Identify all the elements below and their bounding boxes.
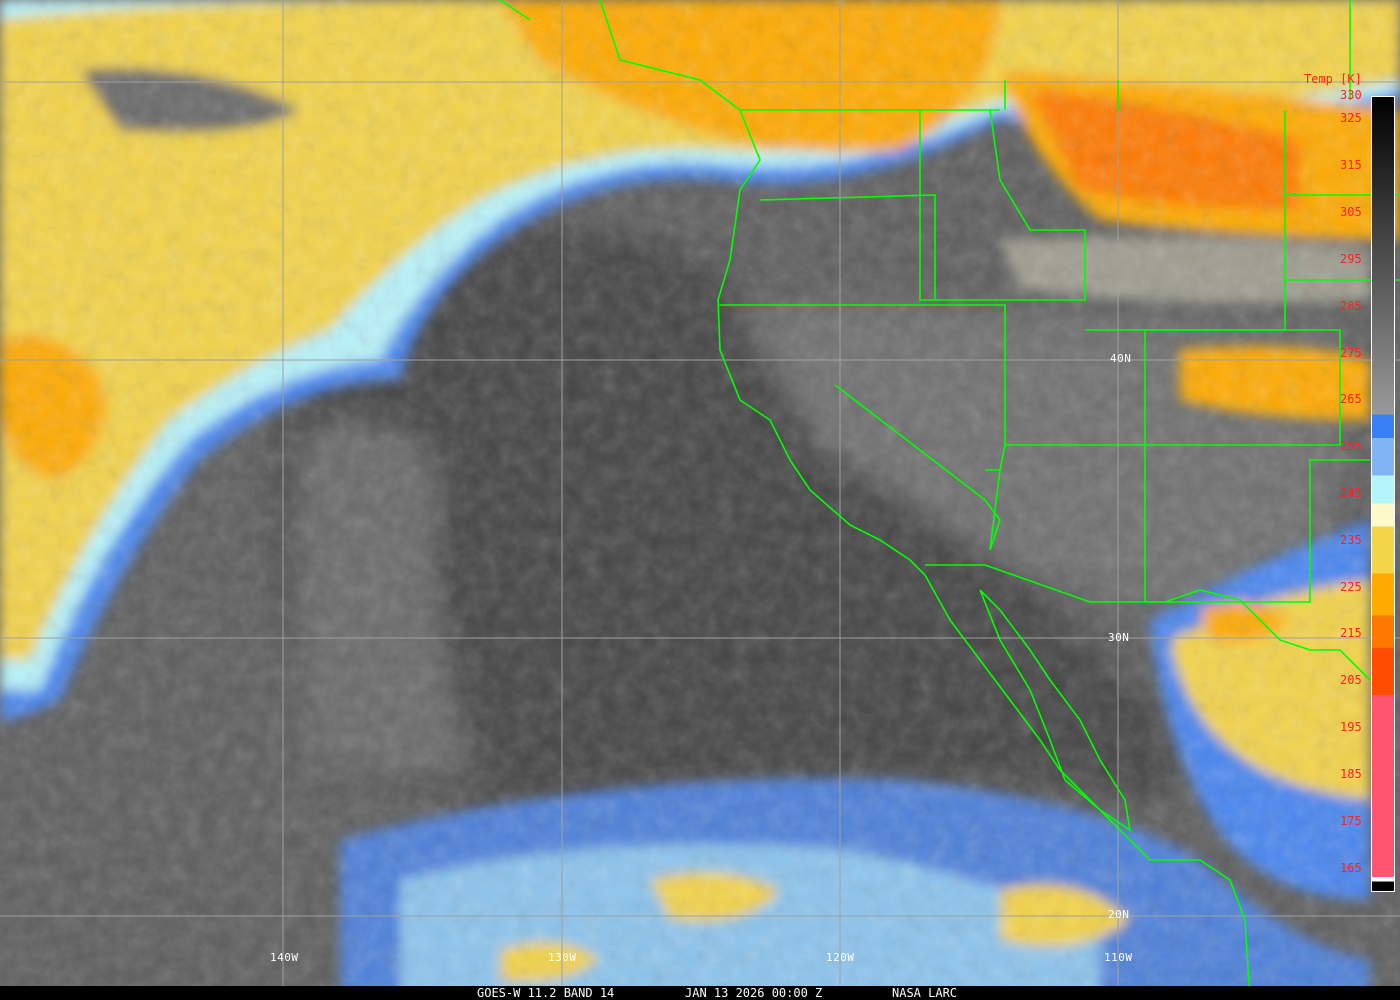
colorbar-tick-label: 245 [1340,486,1362,500]
colorbar-tick-label: 255 [1340,439,1362,454]
colorbar-tick-label: 285 [1340,298,1362,313]
colorbar-tick-label: 235 [1340,532,1362,547]
colorbar-tick-label: 215 [1340,626,1362,641]
lon-label: 120W [826,951,855,964]
lat-label: 30N [1108,631,1130,644]
caption-datetime: JAN 13 2026 00:00 Z [685,986,823,1000]
colorbar-tick-label: 175 [1340,813,1362,828]
colorbar-tick-label: 195 [1340,720,1362,735]
colorbar-tick-label: 205 [1340,673,1362,688]
lon-label: 110W [1104,951,1133,964]
colorbar-tick-label: 295 [1340,251,1362,266]
colorbar-tick-label: 275 [1340,345,1362,360]
colorbar-tick-label: 330 [1340,88,1362,102]
colorbar-tick-label: 185 [1340,766,1362,781]
lon-label: 130W [548,951,577,964]
colorbar-tick-label: 165 [1340,860,1362,875]
image-caption: GOES-W 11.2 BAND 14 JAN 13 2026 00:00 Z … [0,986,1400,1000]
lon-label: 140W [270,951,299,964]
temperature-colorbar [1371,96,1395,892]
colorbar-tick-label: 325 [1340,111,1362,126]
coastline-borders [499,0,1400,1000]
caption-satellite: GOES-W 11.2 BAND 14 [477,986,615,1000]
colorbar-tick-label: 265 [1340,392,1362,407]
colorbar-title: Temp [K] [1304,72,1362,86]
colorbar-tick-label: 225 [1340,579,1362,594]
colorbar-tick-label: 305 [1340,205,1362,220]
colorbar-tick-label: 315 [1340,158,1362,173]
lat-label: 40N [1110,352,1132,365]
lat-label: 20N [1108,908,1130,921]
caption-source: NASA LARC [892,986,958,1000]
